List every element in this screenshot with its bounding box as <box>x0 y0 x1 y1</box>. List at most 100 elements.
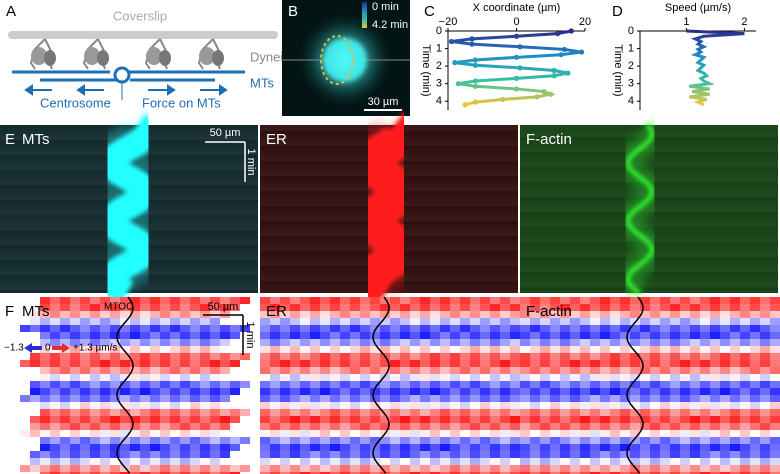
cell <box>710 318 720 325</box>
cell <box>80 402 90 409</box>
cell <box>160 430 170 437</box>
cell <box>330 332 340 339</box>
cell <box>550 402 560 409</box>
cell <box>760 430 770 437</box>
cell <box>230 395 240 402</box>
noise <box>260 125 518 128</box>
cell <box>120 297 130 304</box>
cell <box>110 297 120 304</box>
cell <box>470 311 480 318</box>
cell <box>650 423 660 430</box>
cell <box>60 472 70 474</box>
cell <box>590 465 600 472</box>
cell <box>250 297 260 304</box>
cell <box>570 367 580 374</box>
cell <box>260 367 270 374</box>
cell <box>70 325 80 332</box>
cell <box>130 367 140 374</box>
cell <box>670 346 680 353</box>
cell <box>430 416 440 423</box>
cell <box>280 304 290 311</box>
cell <box>380 395 390 402</box>
cell <box>360 472 370 474</box>
cell <box>260 395 270 402</box>
cell <box>360 409 370 416</box>
cell <box>640 339 650 346</box>
cell <box>590 325 600 332</box>
cell <box>320 451 330 458</box>
cell <box>590 332 600 339</box>
cell <box>770 430 780 437</box>
cell <box>530 430 540 437</box>
cell <box>60 388 70 395</box>
cell <box>130 458 140 465</box>
cell <box>120 416 130 423</box>
cell <box>620 297 630 304</box>
cell <box>220 472 230 474</box>
cell <box>600 374 610 381</box>
cell <box>50 367 60 374</box>
cell <box>40 465 50 472</box>
cell <box>210 325 220 332</box>
cell <box>10 416 20 423</box>
cell <box>760 465 770 472</box>
cell <box>160 444 170 451</box>
cell <box>520 458 530 465</box>
cell <box>330 353 340 360</box>
cell <box>450 360 460 367</box>
noise <box>260 290 518 293</box>
cell <box>760 416 770 423</box>
cell <box>390 360 400 367</box>
cell <box>40 325 50 332</box>
cell <box>250 332 260 339</box>
cell <box>30 339 40 346</box>
cell <box>400 409 410 416</box>
cell <box>180 416 190 423</box>
cell <box>380 325 390 332</box>
cell <box>440 395 450 402</box>
cell <box>70 304 80 311</box>
cell <box>650 458 660 465</box>
cell <box>280 451 290 458</box>
cell <box>20 374 30 381</box>
cell <box>440 332 450 339</box>
cell <box>210 416 220 423</box>
y-tick-label: 4 <box>436 95 442 107</box>
cell <box>540 374 550 381</box>
cell <box>240 367 250 374</box>
cell <box>620 444 630 451</box>
cell <box>210 297 220 304</box>
cell <box>220 332 230 339</box>
x-tick-label: 20 <box>579 16 591 28</box>
cell <box>0 465 10 472</box>
cell <box>360 318 370 325</box>
cell <box>670 472 680 474</box>
cell <box>660 430 670 437</box>
cell <box>550 325 560 332</box>
cell <box>610 437 620 444</box>
cell <box>80 395 90 402</box>
cell <box>160 409 170 416</box>
point <box>517 44 523 50</box>
cell <box>180 395 190 402</box>
cell <box>490 339 500 346</box>
cell <box>240 409 250 416</box>
cell <box>450 402 460 409</box>
cell <box>290 304 300 311</box>
cell <box>440 339 450 346</box>
y-tick-label: 2 <box>436 60 442 72</box>
cell <box>20 346 30 353</box>
track <box>320 35 354 85</box>
cell <box>110 416 120 423</box>
cell <box>400 374 410 381</box>
cell <box>640 318 650 325</box>
cell <box>390 318 400 325</box>
cell <box>600 353 610 360</box>
cell <box>50 395 60 402</box>
cell <box>480 465 490 472</box>
point <box>500 96 506 103</box>
cell <box>420 388 430 395</box>
cell <box>680 325 690 332</box>
cell <box>520 360 530 367</box>
